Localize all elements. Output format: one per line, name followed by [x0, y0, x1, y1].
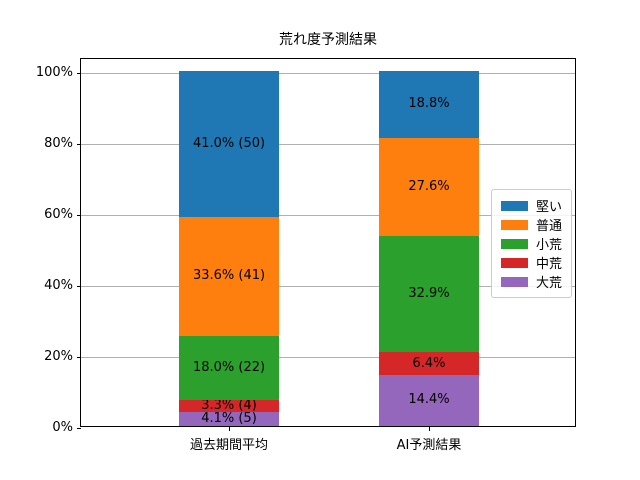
bar-segment-label: 32.9% [408, 285, 450, 301]
y-tick-label: 60% [44, 207, 73, 223]
legend-item: 小荒 [501, 234, 562, 253]
bar-segment: 18.0% (22) [179, 335, 279, 400]
bar-segment-label: 4.1% (5) [201, 410, 257, 426]
legend-item-label: 大荒 [536, 276, 563, 291]
gridline [81, 144, 575, 146]
bar-segment-label: 3.3% (4) [201, 397, 257, 413]
legend-item: 普通 [501, 215, 562, 234]
y-tick-label: 80% [44, 136, 73, 152]
legend: 堅い普通小荒中荒大荒 [491, 189, 573, 298]
bar-segment: 32.9% [379, 235, 479, 353]
bar-segment: 14.4% [379, 374, 479, 426]
bar-segment-label: 18.8% [408, 96, 450, 112]
bar-segment-label: 18.0% (22) [192, 359, 266, 375]
x-tick-label: AI予測結果 [396, 438, 462, 453]
chart-title: 荒れ度予測結果 [279, 32, 377, 48]
bar-segment-label: 33.6% (41) [192, 268, 266, 284]
legend-color-swatch [501, 276, 528, 287]
y-tick-mark [77, 428, 81, 429]
gridline [81, 286, 575, 288]
x-tick-label: 過去期間平均 [189, 438, 268, 453]
legend-item: 堅い [501, 196, 562, 215]
legend-color-swatch [501, 200, 528, 211]
y-tick-mark [77, 73, 81, 75]
bar-segment: 3.3% (4) [179, 397, 279, 413]
legend-color-swatch [501, 238, 528, 249]
bar-segment-label: 27.6% [408, 178, 450, 194]
bar-segment: 18.8% [379, 70, 479, 138]
gridline [81, 215, 575, 217]
legend-item-label: 普通 [536, 219, 563, 234]
y-tick-label: 20% [44, 349, 73, 364]
y-tick-mark [77, 357, 81, 358]
bar-segment: 41.0% (50) [179, 71, 279, 217]
bar-segment-label: 14.4% [408, 392, 450, 408]
y-tick-mark [77, 215, 81, 217]
y-tick-label: 100% [35, 65, 73, 81]
legend-color-swatch [501, 257, 528, 268]
x-tick-mark [429, 427, 430, 431]
bar-segment: 27.6% [379, 137, 479, 236]
bar-segment: 6.4% [379, 352, 479, 375]
legend-item-label: 小荒 [536, 238, 563, 253]
legend-item-label: 堅い [536, 200, 563, 215]
bar-segment-label: 41.0% (50) [192, 135, 266, 151]
y-tick-label: 40% [44, 278, 73, 294]
bar-segment: 33.6% (41) [179, 216, 279, 336]
y-tick-label: 0% [52, 420, 73, 435]
gridline [81, 357, 575, 358]
legend-color-swatch [501, 219, 528, 230]
y-tick-mark [77, 286, 81, 288]
x-tick-mark [229, 427, 230, 431]
legend-item: 大荒 [501, 272, 562, 291]
bar-segment-label: 6.4% [412, 355, 446, 371]
gridline [81, 73, 575, 75]
y-tick-mark [77, 144, 81, 146]
legend-item-label: 中荒 [536, 257, 563, 272]
plot-area: 4.1% (5) 3.3% (4) 18.0% (22) 33.6% (41) 41.0… [36, 58, 576, 453]
legend-item: 中荒 [501, 253, 562, 272]
bar-segment: 4.1% (5) [179, 410, 279, 426]
